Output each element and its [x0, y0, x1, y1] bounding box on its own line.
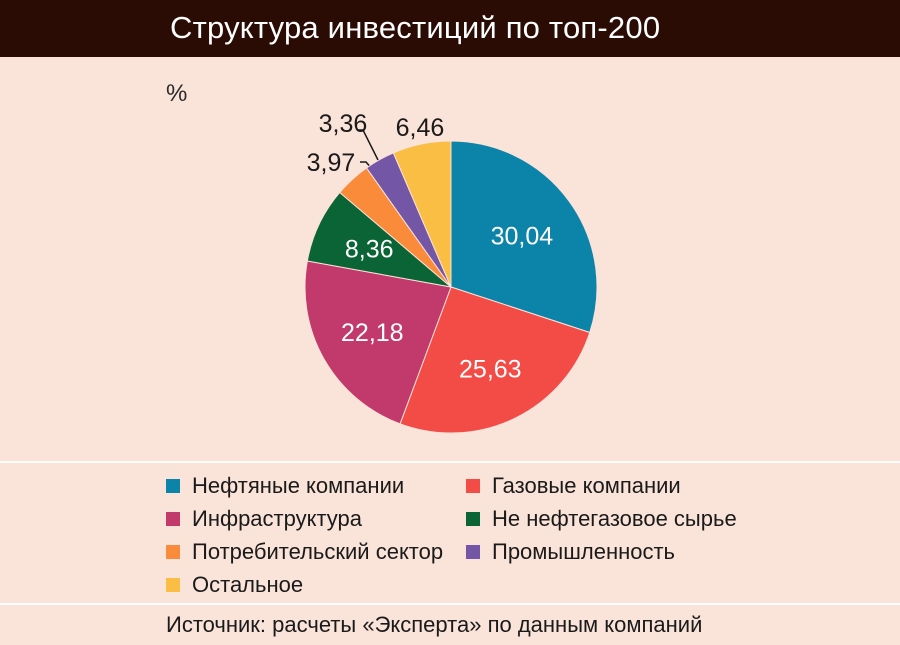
legend-swatch [166, 512, 180, 526]
slice-value-label: 3,97 [307, 149, 356, 177]
legend: Нефтяные компании Газовые компании Инфраст… [166, 472, 766, 599]
divider-top [0, 461, 900, 463]
slice-value-label: 8,36 [345, 235, 394, 263]
slice-value-label: 6,46 [396, 114, 445, 142]
pie-slice-остальное [392, 140, 452, 288]
legend-label: Промышленность [492, 539, 676, 564]
legend-label: Не нефтегазовое сырье [492, 506, 737, 531]
pie-chart: 30,04 25,63 22,18 8,36 3,97 3,36 6,46 [304, 110, 598, 434]
legend-item-остальное: Остальное [166, 571, 466, 599]
pie-slice-инфраструктура [304, 260, 452, 425]
divider-bottom [0, 603, 900, 605]
legend-item-потребительский-сектор: Потребительский сектор [166, 538, 466, 566]
legend-item-промышленность: Промышленность [466, 538, 766, 566]
legend-label: Остальное [192, 572, 304, 597]
chart-title: Структура инвестиций по топ-200 [170, 10, 661, 45]
legend-label: Газовые компании [492, 473, 681, 498]
source-note: Источник: расчеты «Эксперта» по данным к… [166, 612, 703, 637]
slice-value-label: 3,36 [319, 110, 368, 138]
title-bar: Структура инвестиций по топ-200 [0, 0, 900, 57]
legend-label: Инфраструктура [192, 506, 363, 531]
slice-value-label: 30,04 [491, 223, 554, 251]
legend-item-газовые-компании: Газовые компании [466, 472, 766, 500]
slice-value-label: 25,63 [459, 356, 522, 384]
slice-value-label: 22,18 [341, 319, 404, 347]
pie-slice-газовые-компании [399, 286, 591, 434]
legend-item-нефтяные-компании: Нефтяные компании [166, 472, 466, 500]
leader-line [358, 129, 379, 161]
pie-slice-нефтяные-компании [450, 140, 598, 334]
legend-swatch [466, 512, 480, 526]
unit-label: % [166, 80, 188, 107]
legend-item-не-нефтегазовое-сырье: Не нефтегазовое сырье [466, 505, 766, 533]
legend-swatch [166, 578, 180, 592]
legend-swatch [466, 479, 480, 493]
legend-swatch [466, 545, 480, 559]
legend-item-инфраструктура: Инфраструктура [166, 505, 466, 533]
legend-swatch [166, 545, 180, 559]
legend-label: Нефтяные компании [192, 473, 405, 498]
legend-label: Потребительский сектор [192, 539, 444, 564]
legend-swatch [166, 479, 180, 493]
